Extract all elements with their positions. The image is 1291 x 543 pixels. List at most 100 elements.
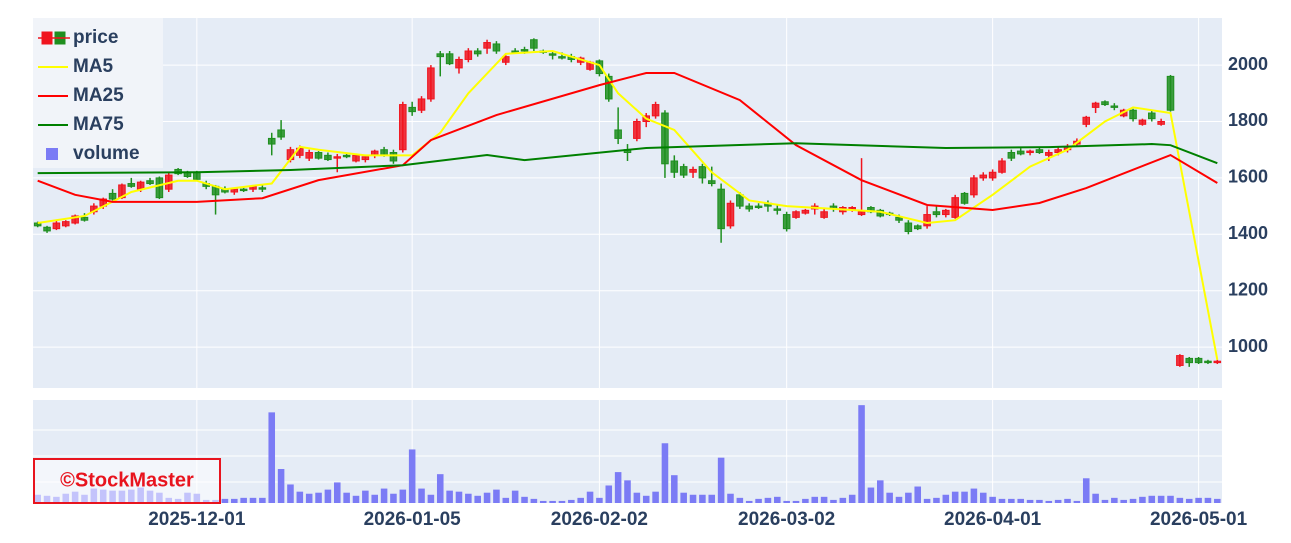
candle-body	[707, 180, 716, 185]
candle-body	[408, 106, 416, 113]
candle-body	[773, 208, 782, 211]
candle-body	[932, 211, 941, 216]
volume-bar	[305, 493, 313, 503]
volume-bar	[764, 497, 772, 503]
volume-bar	[905, 492, 912, 503]
volume-bar	[923, 498, 931, 503]
y-tick-label: 2000	[1228, 54, 1268, 74]
volume-bar	[352, 495, 360, 503]
volume-bar	[446, 490, 453, 503]
candle-body	[633, 120, 641, 139]
ma-line	[37, 71, 1218, 212]
candle-body	[1035, 149, 1044, 154]
candle-body	[127, 183, 136, 187]
volume-bar	[1185, 498, 1193, 503]
candle-body	[427, 67, 435, 100]
volume-bar	[436, 474, 444, 503]
volume-bar	[717, 457, 725, 503]
x-tick-label: 2026-03-02	[738, 509, 835, 530]
candle-body	[960, 192, 969, 204]
volume-bar	[586, 491, 594, 503]
candle-body	[595, 60, 604, 75]
candle-body	[745, 205, 753, 210]
candle-body	[792, 211, 800, 218]
volume-bar	[493, 489, 500, 503]
volume-bar	[671, 475, 678, 503]
volume-bar	[596, 497, 603, 503]
volume-bar	[1026, 499, 1034, 503]
volume-bar	[858, 405, 865, 503]
volume-bar	[699, 494, 706, 503]
candle-body	[1176, 355, 1184, 366]
candle-body	[464, 50, 473, 60]
candle-body	[670, 160, 679, 173]
volume-bar	[792, 500, 800, 503]
candle-body	[942, 209, 950, 216]
candle-body	[71, 215, 79, 224]
candle-body	[530, 39, 538, 49]
volume-bar	[296, 491, 304, 503]
volume-bar	[642, 495, 650, 503]
volume-bar	[333, 482, 341, 503]
volume-bar	[661, 443, 669, 503]
y-tick-label: 1200	[1228, 279, 1268, 299]
volume-bar	[961, 491, 968, 503]
candle-body	[455, 58, 463, 69]
candle-body	[333, 156, 342, 159]
volume-bar	[1054, 499, 1062, 503]
volume-bar	[877, 480, 884, 503]
volume-bar	[1129, 498, 1137, 503]
volume-bar	[895, 496, 903, 503]
volume-bar	[558, 500, 566, 503]
watermark: ©StockMaster	[60, 469, 194, 491]
volume-bar	[277, 469, 285, 503]
candle-body	[689, 168, 697, 173]
price-plot-area	[33, 18, 1222, 388]
volume-bar	[1101, 499, 1109, 503]
volume-bar	[1214, 498, 1221, 503]
candle-body	[614, 129, 622, 139]
candle-body	[970, 177, 978, 196]
candle-body	[239, 188, 248, 192]
volume-bar	[1111, 497, 1118, 503]
candle-body	[52, 222, 61, 230]
volume-bar	[343, 492, 350, 503]
y-tick-label: 1800	[1228, 110, 1268, 130]
candle-body	[314, 152, 323, 159]
volume-bar	[408, 449, 416, 503]
volume-bar	[783, 500, 790, 503]
candle-body	[1157, 120, 1165, 125]
candle-body	[895, 216, 903, 221]
candle-body	[193, 171, 201, 180]
volume-bar	[633, 492, 641, 503]
candle-body	[1016, 150, 1025, 155]
volume-bar	[483, 492, 491, 503]
volume-bar	[1120, 499, 1127, 503]
candle-body	[651, 104, 660, 117]
volume-bar	[380, 488, 388, 503]
watermark-box	[33, 458, 221, 504]
x-tick-label: 2025-12-01	[148, 509, 246, 530]
candle-body	[258, 187, 267, 190]
candle-body	[548, 53, 557, 56]
candle-body	[736, 194, 744, 207]
candle-body	[1054, 149, 1062, 154]
candle-body	[1194, 357, 1203, 364]
candle-body	[483, 42, 491, 49]
volume-bar	[951, 491, 959, 503]
ma-line	[37, 49, 1219, 360]
volume-bar	[577, 497, 584, 503]
volume-bar	[886, 492, 893, 503]
volume-bar	[989, 496, 996, 503]
volume-bar	[259, 497, 266, 503]
candle-body	[1007, 152, 1016, 159]
volume-bar	[1017, 498, 1024, 503]
candle-body	[61, 221, 70, 227]
volume-bar	[1195, 497, 1202, 503]
volume-bar	[614, 472, 622, 503]
volume-bar	[530, 498, 538, 503]
candle-body	[661, 112, 669, 165]
candle-body	[1138, 119, 1147, 125]
volume-bar	[1092, 493, 1099, 503]
volume-bar	[942, 494, 950, 503]
